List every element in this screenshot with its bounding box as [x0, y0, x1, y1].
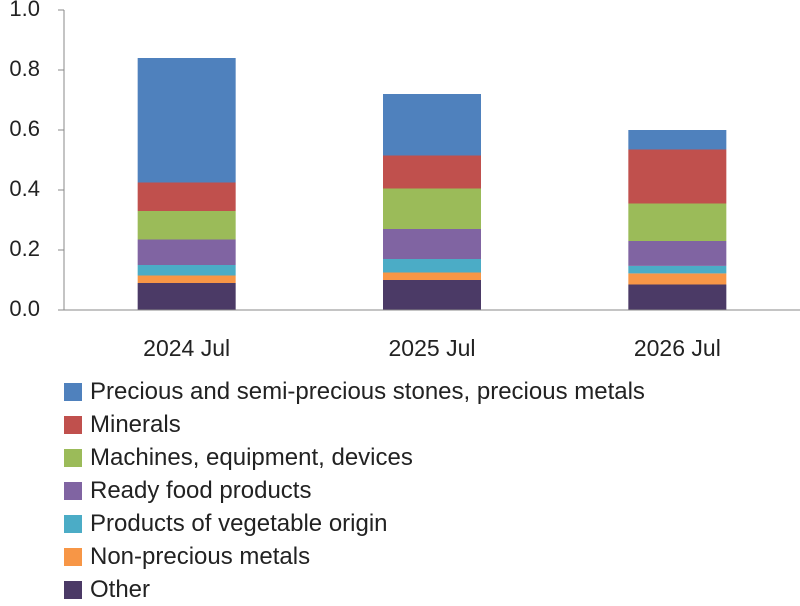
legend-swatch [64, 382, 82, 401]
bar-segment [137, 275, 236, 283]
legend-label: Precious and semi-precious stones, preci… [90, 377, 645, 405]
bar-segment [383, 259, 481, 273]
bar-segment [628, 273, 727, 285]
legend: Precious and semi-precious stones, preci… [64, 375, 645, 606]
bar-segment [383, 280, 481, 310]
bar-segment [383, 229, 481, 259]
legend-label: Other [90, 575, 151, 603]
legend-swatch [64, 580, 82, 599]
bar-segment [383, 272, 481, 280]
bar-segment [628, 149, 727, 204]
bar-segment [137, 211, 236, 240]
legend-item: Products of vegetable origin [64, 507, 645, 540]
bar-segment [137, 58, 236, 183]
bar-segment [628, 265, 727, 274]
bar-segment [628, 130, 727, 150]
y-tick-label: 0.0 [9, 296, 40, 321]
legend-item: Machines, equipment, devices [64, 441, 645, 474]
legend-item: Precious and semi-precious stones, preci… [64, 375, 645, 408]
bar-segment [383, 188, 481, 229]
y-tick-marks [58, 9, 64, 311]
bar-segment [383, 94, 481, 156]
legend-label: Products of vegetable origin [90, 509, 388, 537]
legend-swatch [64, 448, 82, 467]
bar-segment [628, 203, 727, 241]
legend-swatch [64, 415, 82, 434]
y-tick-label: 0.6 [9, 116, 40, 141]
bar-segment [137, 239, 236, 265]
bar-segment [628, 241, 727, 266]
bar-segment [383, 155, 481, 189]
tick-labels: 0.0 0.2 0.4 0.6 0.8 1.0 2024 Jul 2025 Jul 2026 J… [9, 0, 720, 361]
legend-swatch [64, 547, 82, 566]
bars [137, 58, 727, 310]
bar-segment [628, 284, 727, 310]
legend-label: Machines, equipment, devices [90, 443, 413, 471]
y-tick-label: 1.0 [9, 0, 40, 21]
legend-swatch [64, 481, 82, 500]
axes [63, 10, 800, 311]
x-tick-label: 2025 Jul [389, 335, 476, 361]
legend-label: Ready food products [90, 476, 312, 504]
bar-segment [137, 265, 236, 276]
legend-swatch [64, 514, 82, 533]
legend-item: Ready food products [64, 474, 645, 507]
legend-label: Minerals [90, 410, 181, 438]
x-tick-label: 2024 Jul [143, 335, 230, 361]
y-tick-label: 0.8 [9, 56, 40, 81]
legend-item: Non-precious metals [64, 540, 645, 573]
stacked-bar-chart: 0.0 0.2 0.4 0.6 0.8 1.0 2024 Jul 2025 Jul 2026 J… [9, 0, 800, 361]
x-tick-label: 2026 Jul [634, 335, 721, 361]
y-tick-label: 0.4 [9, 176, 40, 201]
legend-label: Non-precious metals [90, 542, 311, 570]
legend-item: Other [64, 573, 645, 606]
bar-segment [137, 182, 236, 211]
y-tick-label: 0.2 [9, 236, 40, 261]
bar-segment [137, 283, 236, 310]
legend-item: Minerals [64, 408, 645, 441]
